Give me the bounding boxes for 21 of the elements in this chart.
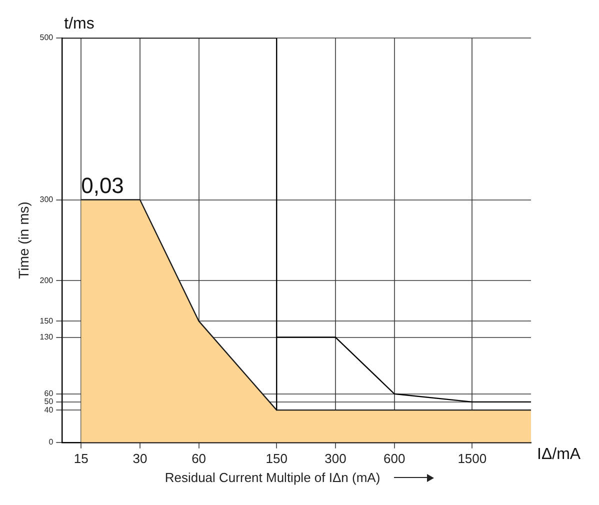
series-label: 0,03 xyxy=(81,172,124,198)
x-tick-label: 600 xyxy=(383,450,406,466)
x-tick-label: 300 xyxy=(324,450,346,466)
y-tick-label: 300 xyxy=(40,194,54,204)
y-tick-label: 130 xyxy=(40,332,54,342)
x-tick-label: 1500 xyxy=(458,450,487,466)
y-axis-title: Time (in ms) xyxy=(15,202,32,279)
x-tick-label: 15 xyxy=(74,450,88,466)
y-tick-label: 150 xyxy=(40,316,54,326)
y-tick-label: 500 xyxy=(40,33,54,42)
x-axis-title: Residual Current Multiple of IΔn (mA) xyxy=(164,470,380,485)
y-tick-label: 60 xyxy=(44,389,54,398)
x-tick-label: 60 xyxy=(192,450,206,466)
y-tick-label: 50 xyxy=(44,397,54,406)
text: IΔ/mA xyxy=(537,446,581,463)
text: t/ms xyxy=(64,15,94,32)
y-tick-label: 40 xyxy=(44,405,54,414)
y-tick-label: 200 xyxy=(40,276,54,285)
x-tick-label: 30 xyxy=(132,450,148,466)
x-tick-label: 150 xyxy=(266,450,288,466)
y-tick-label: 0 xyxy=(48,438,54,447)
